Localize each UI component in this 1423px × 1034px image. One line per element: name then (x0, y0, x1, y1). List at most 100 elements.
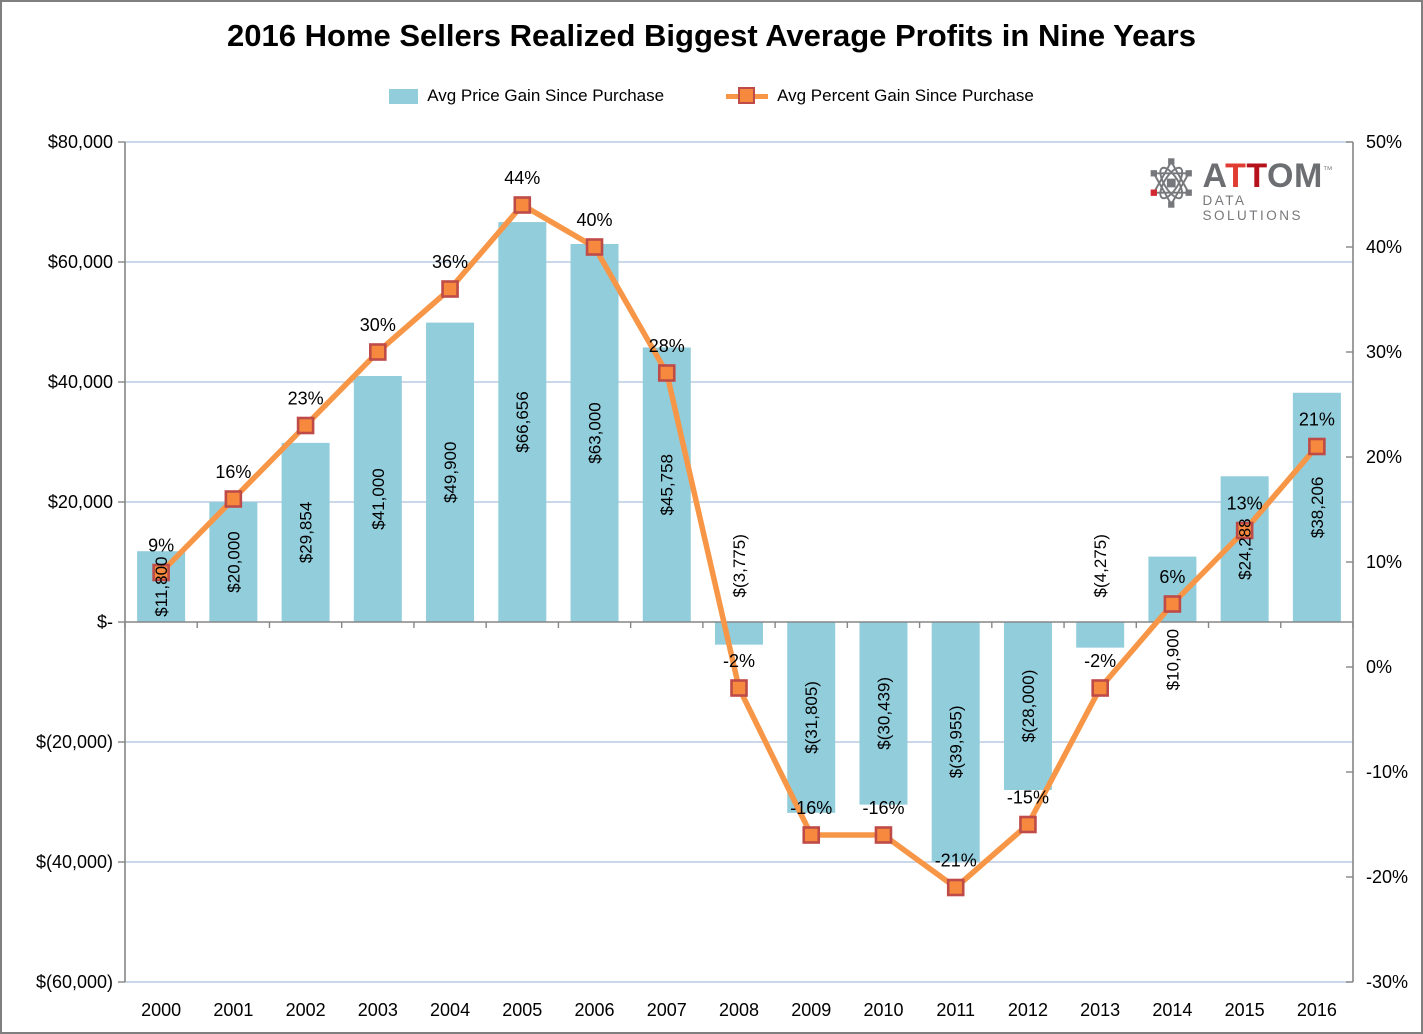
trademark-symbol: ™ (1322, 165, 1333, 176)
left-axis-label-40000: $40,000 (48, 372, 113, 392)
x-axis-year-2006: 2006 (575, 1000, 615, 1020)
x-axis-year-2014: 2014 (1152, 1000, 1192, 1020)
percent-label-2013: -2% (1084, 651, 1116, 671)
bar-label-2008: $(3,775) (730, 534, 749, 597)
percent-label-2007: 28% (649, 336, 685, 356)
x-axis-year-2001: 2001 (213, 1000, 253, 1020)
right-axis-label-20: 20% (1366, 447, 1402, 467)
legend-label-price-gain: Avg Price Gain Since Purchase (427, 86, 665, 105)
bar-2004 (426, 322, 475, 622)
bar-series-swatch-icon (389, 88, 419, 104)
line-marker-2010 (874, 826, 893, 844)
bar-label-2015: $24,288 (1236, 518, 1255, 579)
percent-label-2006: 40% (577, 210, 613, 230)
attom-logo-wordmark: ATTOM™ (1202, 157, 1333, 195)
bar-label-2005: $66,656 (513, 391, 532, 452)
line-marker-2007 (657, 364, 676, 382)
line-marker-2013 (1091, 679, 1109, 697)
right-axis-label--10: -10% (1366, 762, 1408, 782)
x-axis-year-2012: 2012 (1008, 1000, 1048, 1020)
attom-logo: ATTOM™ DATA SOLUTIONS (1148, 155, 1348, 223)
bar-label-2010: $(30,439) (874, 677, 893, 750)
bar-2010 (859, 622, 908, 805)
percent-label-2003: 30% (360, 315, 396, 335)
x-axis-year-2007: 2007 (647, 1000, 687, 1020)
bar-2000 (137, 551, 186, 622)
bar-2001 (209, 502, 258, 622)
bar-2002 (281, 442, 330, 622)
x-axis-year-2009: 2009 (791, 1000, 831, 1020)
x-axis-year-2005: 2005 (502, 1000, 542, 1020)
line-marker-2009 (802, 826, 821, 844)
bar-label-2001: $20,000 (224, 531, 243, 592)
x-axis-year-2004: 2004 (430, 1000, 470, 1020)
bar-2012 (1003, 622, 1052, 790)
right-axis-label--20: -20% (1366, 867, 1408, 887)
legend-label-percent-gain: Avg Percent Gain Since Purchase (777, 86, 1034, 105)
x-axis-year-2003: 2003 (358, 1000, 398, 1020)
bar-2007 (642, 347, 691, 622)
left-axis-label-0: $- (97, 612, 113, 632)
left-axis-label--20000: $(20,000) (36, 732, 113, 752)
left-axis-label-20000: $20,000 (48, 492, 113, 512)
bar-2006 (570, 244, 619, 622)
right-axis-label--30: -30% (1366, 972, 1408, 992)
bar-label-2004: $49,900 (441, 442, 460, 503)
line-marker-2001 (224, 490, 243, 508)
x-axis-year-2002: 2002 (286, 1000, 326, 1020)
bar-2009 (787, 622, 836, 813)
line-marker-2015 (1235, 521, 1254, 540)
percent-label-2016: 21% (1299, 410, 1335, 430)
percent-label-2004: 36% (432, 252, 468, 272)
percent-label-2010: -16% (862, 798, 904, 818)
bar-label-2013: $(4,275) (1091, 534, 1110, 597)
legend-item-price-gain: Avg Price Gain Since Purchase (389, 86, 664, 106)
x-axis-year-2000: 2000 (141, 1000, 181, 1020)
x-axis-year-2010: 2010 (863, 1000, 903, 1020)
line-marker-2012 (1019, 815, 1037, 834)
right-axis-label-40: 40% (1366, 237, 1402, 257)
bar-2016 (1292, 392, 1341, 622)
bar-2011 (931, 622, 980, 862)
right-axis-label-30: 30% (1366, 342, 1402, 362)
line-marker-2006 (585, 238, 604, 256)
left-axis-label-80000: $80,000 (48, 132, 113, 152)
x-axis-year-2008: 2008 (719, 1000, 759, 1020)
line-marker-2016 (1308, 437, 1326, 456)
x-axis-year-2016: 2016 (1297, 1000, 1337, 1020)
bar-label-2000: $11,800 (152, 556, 171, 616)
line-marker-2000 (152, 563, 170, 582)
line-marker-2005 (513, 196, 532, 214)
legend: Avg Price Gain Since Purchase Avg Percen… (2, 86, 1421, 106)
right-axis-label-0: 0% (1366, 657, 1392, 677)
x-axis-year-2015: 2015 (1225, 1000, 1265, 1020)
x-axis-year-2011: 2011 (936, 1000, 975, 1020)
attom-logo-icon (1150, 158, 1192, 208)
bar-label-2012: $(28,000) (1019, 670, 1038, 743)
bar-label-2002: $29,854 (297, 502, 316, 563)
line-marker-2014 (1163, 595, 1182, 613)
percent-label-2000: 9% (148, 536, 174, 556)
bar-label-2016: $38,206 (1308, 477, 1327, 538)
left-axis-label-60000: $60,000 (48, 252, 113, 272)
percent-label-2002: 23% (288, 389, 324, 409)
line-marker-2004 (441, 280, 459, 298)
bar-2005 (498, 222, 547, 622)
percent-label-2012: -15% (1007, 788, 1049, 808)
percent-label-2009: -16% (790, 798, 832, 818)
line-marker-2002 (296, 416, 315, 435)
percent-label-2011: -21% (935, 851, 977, 871)
percent-label-2001: 16% (215, 462, 251, 482)
chart-title: 2016 Home Sellers Realized Biggest Avera… (227, 18, 1196, 53)
bar-2003 (353, 376, 402, 622)
right-axis-label-10: 10% (1366, 552, 1402, 572)
bar-label-2009: $(31,805) (802, 681, 821, 754)
line-marker-2011 (946, 878, 965, 897)
bar-2013 (1076, 622, 1125, 648)
left-axis-label--60000: $(60,000) (36, 972, 113, 992)
x-axis-year-2013: 2013 (1080, 1000, 1120, 1020)
line-series-swatch-icon (726, 86, 769, 106)
line-marker-2008 (730, 679, 748, 697)
percent-label-2015: 13% (1227, 494, 1263, 514)
